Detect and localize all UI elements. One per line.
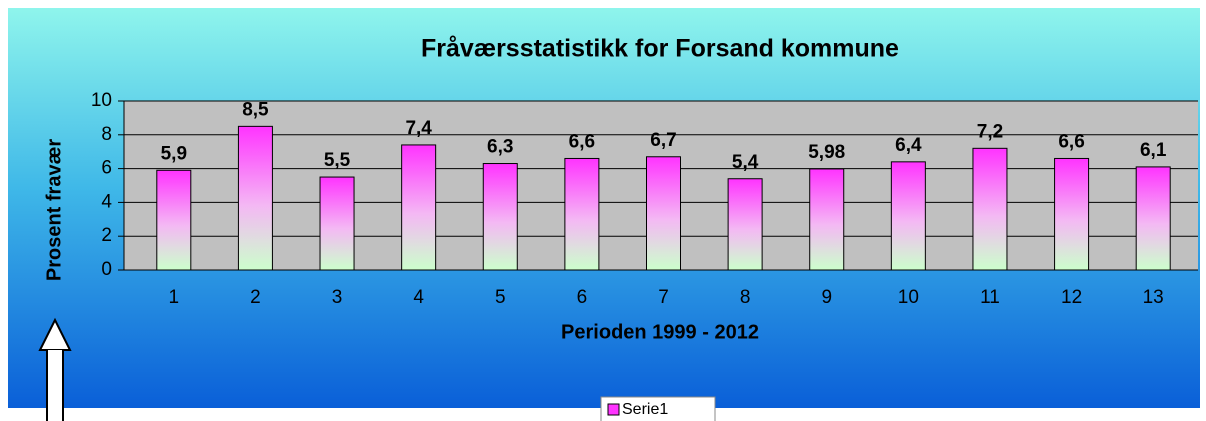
bar: [727, 178, 763, 271]
y-tick-label: 8: [101, 124, 112, 145]
bar: [482, 163, 518, 271]
data-label: 6,6: [1058, 131, 1084, 152]
data-label: 5,9: [161, 143, 187, 164]
x-tick-label: 13: [1143, 287, 1164, 308]
bar: [156, 169, 192, 271]
bar: [646, 156, 681, 271]
data-label: 8,5: [242, 99, 269, 120]
bar: [564, 157, 600, 271]
data-label: 7,4: [405, 118, 432, 139]
x-tick-label: 12: [1061, 287, 1082, 308]
arrow-shaft: [46, 350, 64, 421]
data-label: 6,6: [569, 131, 595, 152]
y-axis-title: Prosent fravær: [43, 139, 65, 281]
y-tick-label: 4: [101, 191, 112, 212]
data-label: 5,4: [732, 152, 759, 173]
y-tick-label: 10: [91, 90, 112, 111]
bar: [1054, 157, 1090, 271]
data-label: 6,7: [650, 130, 676, 151]
y-tick-label: 6: [101, 158, 112, 179]
data-label: 5,98: [808, 142, 845, 163]
bar: [319, 176, 355, 271]
x-tick-label: 4: [413, 287, 424, 308]
legend-box: [600, 396, 716, 421]
legend: Serie1: [600, 396, 716, 421]
data-label: 7,2: [977, 121, 1003, 142]
chart-title: Fråværsstatistikk for Forsand kommune: [421, 35, 899, 63]
data-label: 5,5: [324, 150, 351, 171]
x-tick-label: 1: [169, 287, 180, 308]
legend-label: Serie1: [622, 401, 668, 418]
data-label: 6,1: [1140, 140, 1167, 161]
y-tick-label: 0: [101, 259, 112, 280]
bar: [972, 147, 1008, 271]
arrow-fill: [48, 350, 62, 421]
y-tick-label: 2: [101, 225, 112, 246]
bar: [237, 125, 273, 271]
bar: [809, 168, 845, 271]
x-tick-label: 9: [821, 287, 832, 308]
legend-swatch: [607, 403, 620, 416]
bar: [1135, 166, 1171, 271]
x-tick-label: 8: [740, 287, 751, 308]
x-tick-label: 7: [658, 287, 669, 308]
x-tick-label: 5: [495, 287, 506, 308]
bar: [401, 144, 437, 271]
data-label: 6,4: [895, 135, 922, 156]
x-tick-label: 6: [577, 287, 588, 308]
x-tick-label: 10: [898, 287, 919, 308]
x-axis-title: Perioden 1999 - 2012: [561, 321, 759, 343]
x-tick-label: 11: [980, 287, 1000, 308]
data-label: 6,3: [487, 137, 513, 158]
x-tick-label: 3: [332, 287, 343, 308]
bar: [890, 161, 926, 271]
x-tick-label: 2: [250, 287, 261, 308]
